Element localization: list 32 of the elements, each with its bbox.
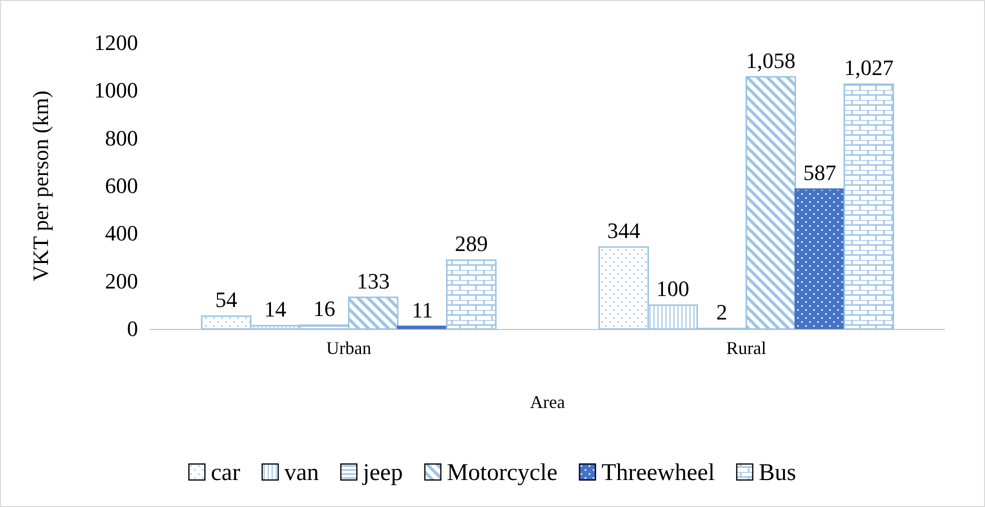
data-label: 100 (656, 276, 690, 302)
legend-label: car (210, 460, 240, 486)
y-tick-label: 1200 (94, 30, 138, 56)
y-tick-label: 1000 (94, 78, 138, 103)
data-label: 14 (264, 296, 286, 322)
data-label: 54 (215, 287, 238, 312)
data-label: 16 (313, 296, 336, 322)
legend-label: Motorcycle (446, 460, 558, 486)
data-label: 133 (356, 268, 390, 294)
x-tick-label: Urban (326, 338, 372, 358)
data-label: 289 (454, 231, 488, 256)
y-tick-label: 0 (127, 316, 138, 342)
y-tick-label: 600 (105, 173, 138, 198)
x-axis-title: Area (530, 392, 565, 412)
data-label: 11 (412, 297, 433, 322)
y-axis-title: VKT per person (km) (28, 90, 53, 282)
legend-label: Threewheel (601, 460, 716, 486)
data-label: 1,027 (844, 55, 894, 80)
data-label: 2 (716, 300, 728, 325)
y-tick-label: 800 (105, 125, 138, 150)
legend-label: van (284, 460, 319, 486)
bar (794, 188, 846, 330)
bar (446, 259, 497, 330)
x-tick-label: Rural (726, 338, 766, 358)
data-label: 587 (803, 160, 836, 186)
data-label: 344 (607, 218, 640, 244)
y-tick-label: 400 (105, 220, 138, 246)
data-label: 1,058 (746, 48, 796, 73)
legend-label: jeep (362, 460, 403, 486)
legend-label: Bus (758, 460, 796, 486)
bar (844, 83, 894, 330)
y-tick-label: 200 (105, 268, 138, 294)
